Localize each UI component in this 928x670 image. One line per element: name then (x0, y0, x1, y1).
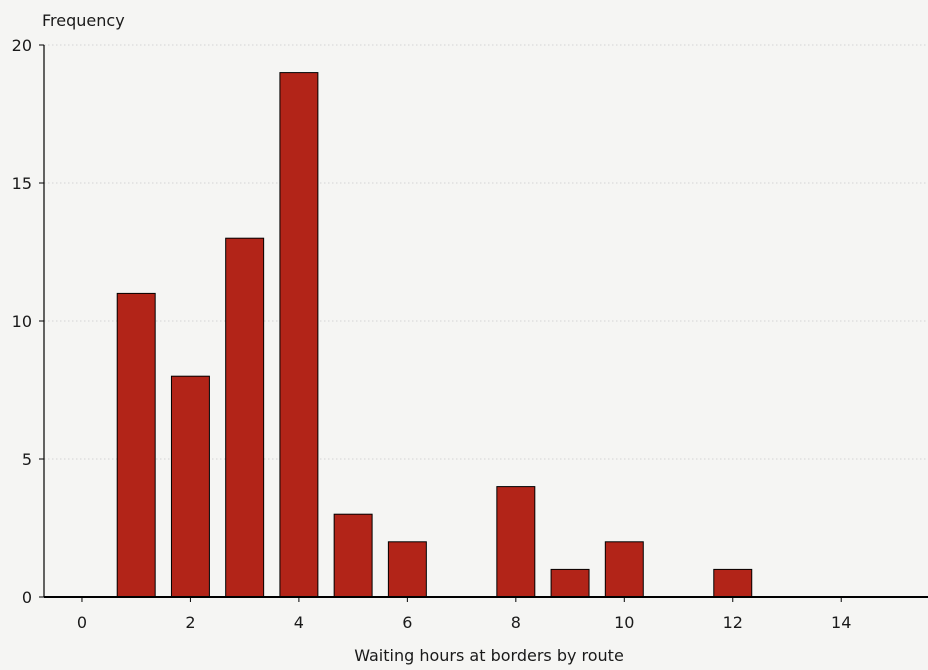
bar (170, 375, 210, 598)
x-tick-label: 6 (402, 613, 412, 632)
y-ticks: 0 5 10 15 20 (12, 36, 44, 607)
gridlines (44, 44, 928, 460)
x-tick-label: 14 (831, 613, 851, 632)
x-tick-label: 0 (77, 613, 87, 632)
x-tick-label: 2 (185, 613, 195, 632)
bar (604, 541, 644, 598)
bar (496, 486, 536, 598)
x-axis-title: Waiting hours at borders by route (354, 646, 624, 665)
bar (225, 237, 265, 598)
y-tick-label: 15 (12, 174, 32, 193)
bar (550, 568, 590, 598)
y-tick-label: 10 (12, 312, 32, 331)
y-tick-label: 20 (12, 36, 32, 55)
x-tick-label: 8 (511, 613, 521, 632)
x-tick-label: 12 (723, 613, 743, 632)
bar (333, 513, 373, 598)
bar (387, 541, 427, 598)
bar (116, 292, 156, 598)
x-tick-label: 4 (294, 613, 304, 632)
bars (116, 72, 753, 598)
y-axis-title: Frequency (42, 11, 125, 30)
y-tick-label: 5 (22, 450, 32, 469)
x-ticks: 0 2 4 6 8 10 12 14 (77, 597, 851, 632)
x-tick-label: 10 (614, 613, 634, 632)
bar (279, 72, 319, 598)
bar (713, 568, 753, 598)
y-tick-label: 0 (22, 588, 32, 607)
